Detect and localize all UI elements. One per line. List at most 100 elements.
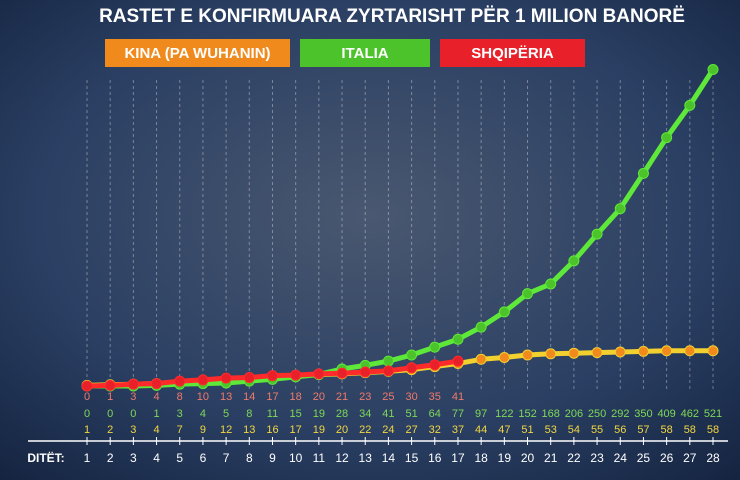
x-tick-label: 12 — [335, 451, 349, 465]
legend-box — [440, 39, 585, 67]
x-tick-label: 9 — [269, 451, 276, 465]
x-tick-label: 27 — [683, 451, 697, 465]
point — [522, 349, 534, 361]
x-tick-label: 8 — [246, 451, 253, 465]
point — [429, 341, 441, 353]
data-label: 19 — [313, 424, 325, 436]
data-label: 9 — [200, 424, 206, 436]
x-tick-label: 1 — [84, 451, 91, 465]
data-label: 1 — [84, 424, 90, 436]
data-label: 41 — [452, 391, 464, 403]
point — [429, 359, 441, 371]
data-label: 3 — [130, 424, 136, 436]
data-label: 2 — [107, 424, 113, 436]
data-label: 23 — [359, 391, 371, 403]
data-label: 4 — [200, 408, 206, 420]
point — [637, 345, 649, 357]
chart-title: RASTET E KONFIRMUARA ZYRTARISHT PËR 1 MI… — [99, 6, 685, 27]
data-label: 1 — [153, 408, 159, 420]
point — [104, 379, 116, 391]
x-tick-label: 23 — [590, 451, 604, 465]
x-tick-label: 10 — [289, 451, 303, 465]
point — [151, 378, 163, 390]
x-tick-label: 22 — [567, 451, 581, 465]
data-label: 0 — [84, 391, 90, 403]
x-tick-label: 26 — [660, 451, 674, 465]
data-label: 54 — [568, 424, 580, 436]
point — [290, 369, 302, 381]
data-label: 8 — [246, 408, 252, 420]
point — [568, 347, 580, 359]
data-label: 30 — [405, 391, 417, 403]
point — [707, 345, 719, 357]
point — [127, 378, 139, 390]
point — [452, 333, 464, 345]
data-label: 19 — [313, 408, 325, 420]
data-label: 14 — [243, 391, 255, 403]
x-tick-label: 20 — [521, 451, 535, 465]
point — [661, 345, 673, 357]
data-label: 7 — [177, 424, 183, 436]
data-label: 0 — [107, 408, 113, 420]
data-label: 44 — [475, 424, 487, 436]
x-tick-label: 19 — [498, 451, 512, 465]
data-label: 152 — [518, 408, 536, 420]
point — [220, 372, 232, 384]
point — [591, 347, 603, 359]
point — [545, 348, 557, 360]
data-label: 21 — [336, 391, 348, 403]
data-label: 53 — [545, 424, 557, 436]
x-tick-label: 13 — [359, 451, 373, 465]
series-line — [87, 68, 716, 389]
data-label: 206 — [565, 408, 583, 420]
data-label: 13 — [220, 391, 232, 403]
x-tick-label: 4 — [153, 451, 160, 465]
data-label: 0 — [130, 408, 136, 420]
data-label: 64 — [429, 408, 441, 420]
point — [336, 367, 348, 379]
data-label: 0 — [84, 408, 90, 420]
point — [684, 345, 696, 357]
legend-box — [105, 39, 290, 67]
data-label: 25 — [382, 391, 394, 403]
data-label: 15 — [290, 408, 302, 420]
legend-box — [300, 39, 430, 67]
x-tick-label: 21 — [544, 451, 558, 465]
data-label: 35 — [429, 391, 441, 403]
data-label: 250 — [588, 408, 606, 420]
point — [568, 255, 580, 267]
data-label: 10 — [197, 391, 209, 403]
x-tick-label: 16 — [428, 451, 442, 465]
data-label: 3 — [177, 408, 183, 420]
data-label: 409 — [657, 408, 675, 420]
point — [707, 64, 719, 76]
point — [174, 375, 186, 387]
data-label: 27 — [405, 424, 417, 436]
data-label: 5 — [223, 408, 229, 420]
data-label: 11 — [267, 408, 278, 420]
data-label: 16 — [266, 424, 278, 436]
data-label: 292 — [611, 408, 629, 420]
data-label: 56 — [614, 424, 626, 436]
point — [614, 346, 626, 358]
data-label: 17 — [290, 424, 302, 436]
x-tick-label: 11 — [313, 451, 326, 465]
point — [591, 228, 603, 240]
data-label: 18 — [290, 391, 302, 403]
legend-label: KINA (PA WUHANIN) — [124, 45, 270, 62]
data-label: 58 — [661, 424, 673, 436]
x-tick-label: 5 — [176, 451, 183, 465]
data-label: 12 — [220, 424, 232, 436]
point — [614, 203, 626, 215]
point — [522, 288, 534, 300]
data-label: 122 — [495, 408, 513, 420]
data-label: 1 — [107, 391, 113, 403]
point — [382, 355, 394, 367]
data-label: 77 — [452, 408, 464, 420]
data-label: 462 — [681, 408, 699, 420]
point — [382, 365, 394, 377]
point — [661, 132, 673, 144]
x-tick-label: 24 — [614, 451, 628, 465]
